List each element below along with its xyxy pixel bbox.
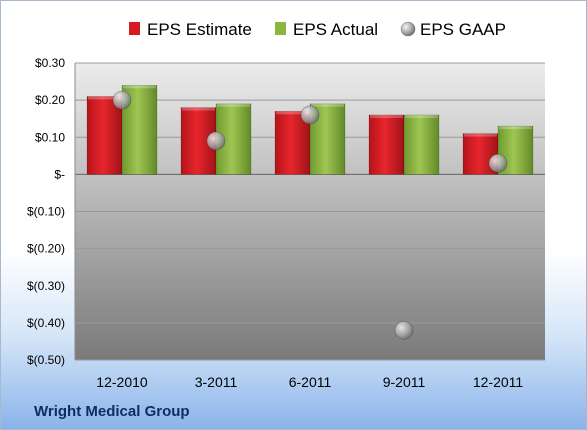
- point-eps-gaap: [300, 105, 320, 125]
- y-tick-label: $(0.10): [27, 205, 65, 219]
- bar-highlight: [370, 114, 403, 118]
- legend: EPS Estimate EPS Actual EPS GAAP: [129, 20, 506, 39]
- y-tick-label: $0.10: [35, 130, 65, 144]
- legend-label: EPS GAAP: [420, 20, 506, 39]
- bar-eps-actual: [403, 114, 440, 175]
- bar-highlight: [123, 85, 156, 89]
- bar-eps-estimate: [86, 96, 123, 175]
- y-tick-label: $(0.40): [27, 316, 65, 330]
- x-tick-label: 3-2011: [195, 374, 238, 390]
- bar-highlight: [311, 103, 344, 107]
- data-marks: [86, 84, 534, 340]
- y-tick-label: $0.20: [35, 93, 65, 107]
- bar-highlight: [88, 96, 121, 100]
- bar-highlight: [276, 111, 309, 115]
- bar-highlight: [464, 133, 497, 137]
- y-tick-label: $-: [54, 167, 65, 181]
- bar-highlight: [217, 103, 250, 107]
- y-tick-label: $(0.30): [27, 279, 65, 293]
- legend-label: EPS Estimate: [147, 20, 252, 39]
- bar-eps-estimate: [368, 114, 405, 175]
- point-eps-gaap: [112, 90, 132, 110]
- legend-swatch-eps-gaap: [400, 21, 416, 37]
- x-tick-label: 12-2011: [473, 374, 524, 390]
- legend-swatch-eps-actual: [275, 22, 286, 35]
- y-axis: $(0.50) $(0.40) $(0.30) $(0.20) $(0.10) $- $0.…: [27, 56, 76, 367]
- point-eps-gaap: [394, 320, 414, 340]
- company-name: Wright Medical Group: [34, 403, 190, 420]
- bar-highlight: [182, 107, 215, 111]
- bar-highlight: [499, 126, 532, 130]
- x-axis: 12-2010 3-2011 6-2011 9-2011 12-2011: [96, 374, 523, 390]
- x-tick-label: 9-2011: [383, 374, 426, 390]
- point-eps-gaap: [206, 131, 226, 151]
- point-eps-gaap: [488, 153, 508, 173]
- legend-label: EPS Actual: [293, 20, 378, 39]
- y-tick-label: $(0.50): [27, 353, 65, 367]
- y-tick-label: $0.30: [35, 56, 65, 70]
- legend-swatch-eps-estimate: [129, 22, 140, 35]
- x-tick-label: 12-2010: [96, 374, 148, 390]
- bar-highlight: [405, 114, 438, 118]
- y-tick-label: $(0.20): [27, 242, 65, 256]
- x-tick-label: 6-2011: [289, 374, 332, 390]
